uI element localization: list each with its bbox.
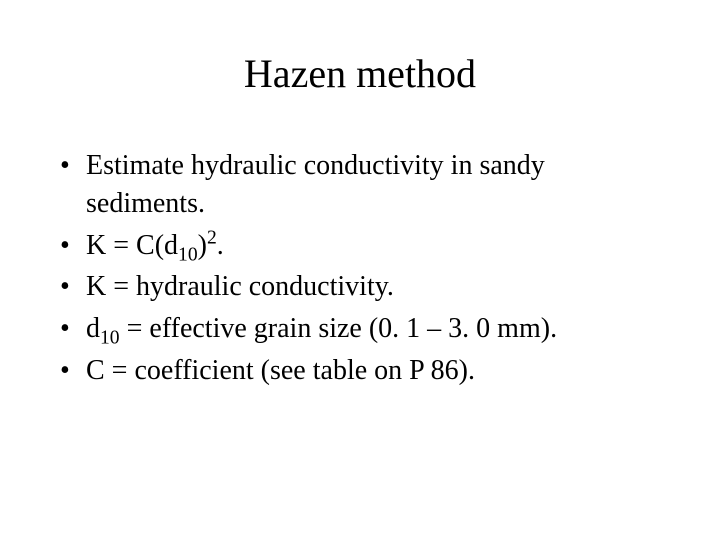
list-item: • d10 = effective grain size (0. 1 – 3. … <box>60 310 660 348</box>
bullet-text: d10 = effective grain size (0. 1 – 3. 0 … <box>86 310 660 348</box>
bullet-text: K = C(d10)2. <box>86 227 660 265</box>
list-item: • K = hydraulic conductivity. <box>60 268 660 306</box>
bullet-icon: • <box>60 268 86 306</box>
bullet-icon: • <box>60 227 86 265</box>
bullet-text: Estimate hydraulic conductivity in sandy… <box>86 147 660 223</box>
bullet-text: C = coefficient (see table on P 86). <box>86 352 660 390</box>
list-item: • C = coefficient (see table on P 86). <box>60 352 660 390</box>
slide-title: Hazen method <box>60 50 660 97</box>
list-item: • Estimate hydraulic conductivity in san… <box>60 147 660 223</box>
bullet-text: K = hydraulic conductivity. <box>86 268 660 306</box>
bullet-icon: • <box>60 147 86 185</box>
bullet-icon: • <box>60 310 86 348</box>
bullet-icon: • <box>60 352 86 390</box>
list-item: • K = C(d10)2. <box>60 227 660 265</box>
slide-body: • Estimate hydraulic conductivity in san… <box>60 147 660 390</box>
slide: Hazen method • Estimate hydraulic conduc… <box>0 0 720 540</box>
